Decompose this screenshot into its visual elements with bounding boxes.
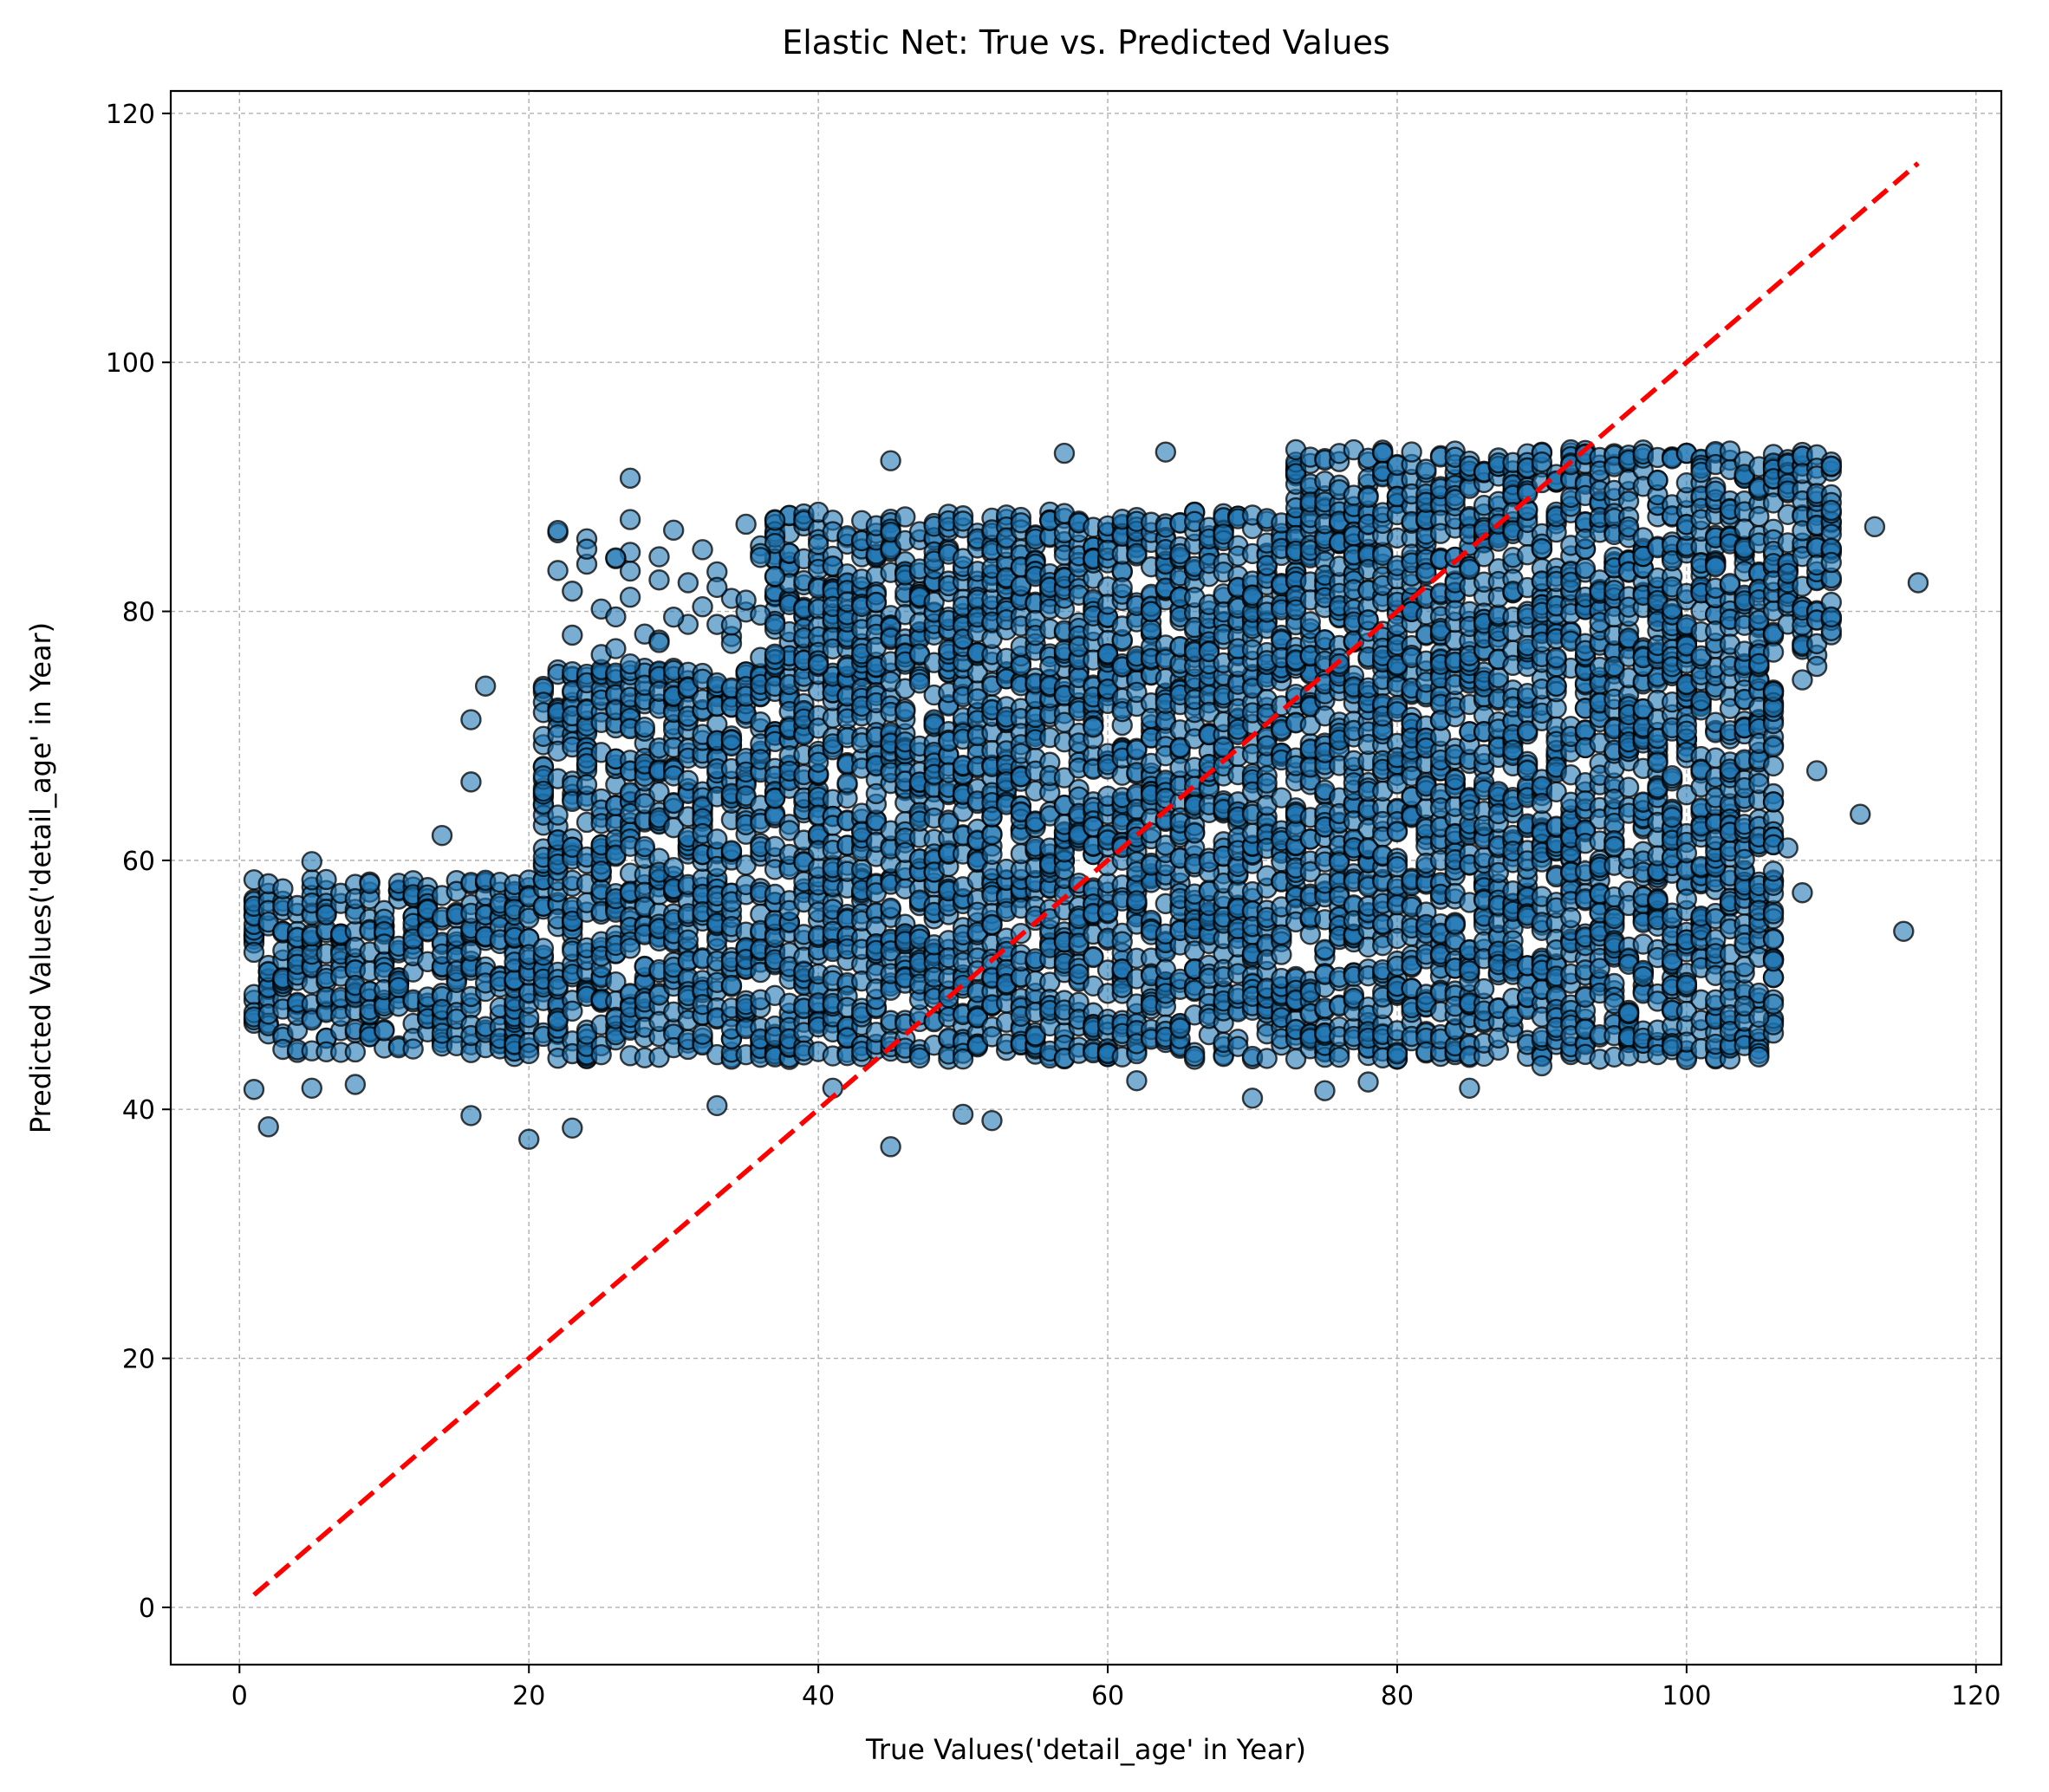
data-point (1762, 680, 1785, 703)
data-point (1762, 736, 1785, 758)
data-point (1068, 964, 1090, 985)
data-point (1140, 619, 1162, 640)
data-point (1617, 776, 1640, 798)
data-point (720, 840, 743, 861)
data-point (1675, 974, 1698, 997)
data-point (1762, 860, 1785, 882)
data-point (981, 843, 1003, 866)
data-point (807, 653, 829, 676)
data-point (836, 772, 858, 794)
data-point (417, 919, 439, 942)
data-point (402, 1038, 424, 1060)
data-point (1053, 859, 1076, 880)
data-point (562, 1000, 583, 1023)
data-point (1545, 675, 1567, 697)
data-point (315, 904, 337, 926)
data-point (1271, 944, 1292, 965)
data-point (590, 860, 612, 882)
data-point (1661, 807, 1683, 828)
data-point (1444, 769, 1466, 791)
data-point (1762, 928, 1785, 951)
data-point (1328, 1046, 1350, 1068)
data-point (1444, 913, 1466, 935)
data-point (1184, 822, 1206, 844)
data-point (981, 824, 1003, 846)
data-point (1083, 946, 1104, 969)
data-point (894, 506, 916, 528)
data-point (1675, 720, 1698, 743)
data-point (1299, 611, 1321, 633)
data-point (1762, 755, 1785, 777)
data-point (576, 774, 598, 795)
data-point (1024, 1025, 1046, 1047)
data-point (1502, 939, 1524, 961)
data-point (981, 913, 1003, 936)
data-point (1632, 965, 1654, 988)
data-point (1386, 821, 1408, 843)
data-point (1675, 888, 1698, 910)
data-point (1748, 1046, 1770, 1068)
data-point (952, 1048, 974, 1070)
data-point (590, 1043, 612, 1066)
data-point (315, 868, 337, 891)
data-point (1617, 1002, 1640, 1023)
data-point (1111, 576, 1133, 599)
data-point (634, 716, 655, 738)
data-point (1126, 890, 1148, 912)
data-point (1560, 906, 1582, 929)
data-point (1762, 951, 1785, 972)
data-point (908, 1047, 931, 1069)
data-point (677, 929, 699, 951)
data-point (518, 1042, 540, 1065)
data-point (720, 974, 743, 997)
data-point (1256, 772, 1278, 794)
data-points (243, 438, 1929, 1158)
data-point (1473, 977, 1495, 1000)
data-point (648, 1046, 670, 1068)
data-point (344, 1041, 367, 1063)
data-point (894, 700, 916, 723)
data-point (1762, 903, 1785, 925)
data-point (1661, 764, 1683, 787)
data-point (532, 938, 555, 959)
data-point (880, 897, 901, 919)
data-point (547, 1010, 569, 1032)
data-point (243, 941, 265, 964)
data-point (605, 971, 627, 993)
data-point (387, 977, 410, 998)
data-point (460, 940, 482, 962)
data-point (1083, 717, 1104, 738)
data-point (1386, 856, 1408, 878)
data-point (1010, 655, 1032, 677)
data-point (619, 938, 641, 959)
data-point (359, 873, 381, 894)
data-point (374, 1020, 395, 1042)
data-point (1184, 1045, 1206, 1068)
data-point (692, 1023, 713, 1045)
data-point (720, 729, 743, 751)
data-point (272, 878, 294, 899)
data-point (1111, 931, 1133, 952)
